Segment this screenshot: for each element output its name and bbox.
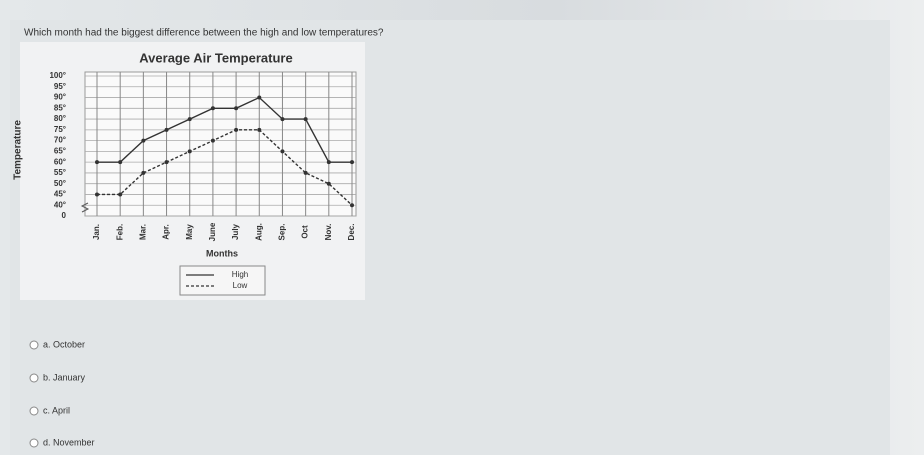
chart-title: Average Air Temperature xyxy=(139,50,292,65)
data-point xyxy=(350,160,354,165)
radio[interactable] xyxy=(29,340,39,350)
data-point xyxy=(95,192,99,197)
x-tick-label: Apr. xyxy=(162,224,171,240)
x-tick-label: Feb. xyxy=(115,224,124,240)
legend-label: High xyxy=(232,270,248,279)
data-point xyxy=(303,117,308,122)
data-point xyxy=(280,149,285,154)
option-label[interactable]: b. January xyxy=(43,372,86,382)
question-text: Which month had the biggest difference b… xyxy=(24,28,384,39)
legend-label: Low xyxy=(233,281,248,290)
data-point xyxy=(350,203,354,208)
x-tick-label: Oct xyxy=(301,225,310,239)
y-tick-label: 90° xyxy=(54,93,66,102)
y-tick-label: 50° xyxy=(54,179,66,188)
option-label[interactable]: d. November xyxy=(43,437,95,447)
series-line xyxy=(97,96,352,163)
data-point xyxy=(187,117,192,122)
x-tick-label: Dec. xyxy=(347,224,356,241)
data-point xyxy=(164,127,169,132)
y-tick-label: 55° xyxy=(54,168,66,177)
data-point xyxy=(187,149,192,154)
data-point xyxy=(326,160,331,165)
y-tick-label: 75° xyxy=(54,125,66,134)
y-tick-label: 60° xyxy=(54,157,66,166)
x-tick-label: July xyxy=(231,223,240,240)
options xyxy=(29,340,39,448)
y-tick-label: 80° xyxy=(54,114,66,123)
axis-break xyxy=(80,202,90,213)
radio[interactable] xyxy=(29,373,39,383)
data-point xyxy=(141,170,146,175)
legend xyxy=(179,265,266,296)
data-point xyxy=(95,160,99,165)
y-tick-label: 100° xyxy=(49,71,66,80)
data-point xyxy=(234,127,239,132)
x-axis-label: Months xyxy=(206,248,238,258)
data-point xyxy=(280,117,285,122)
y-tick-label: 70° xyxy=(54,136,66,145)
data-point xyxy=(234,106,239,111)
data-point xyxy=(257,127,262,132)
radio[interactable] xyxy=(29,438,39,448)
x-tick-label: Jan. xyxy=(92,224,101,240)
x-tick-label: May xyxy=(185,224,194,240)
option-label[interactable]: c. April xyxy=(43,405,70,415)
y-tick-label: 45° xyxy=(54,190,66,199)
data-point xyxy=(164,160,169,165)
data-point xyxy=(210,106,215,111)
option-label[interactable]: a. October xyxy=(43,339,85,349)
y-axis-label: Temperature xyxy=(13,120,24,180)
y-tick-label: 0 xyxy=(62,211,67,220)
y-tick-label: 85° xyxy=(54,103,66,112)
data-point xyxy=(118,192,123,197)
radio[interactable] xyxy=(29,406,39,416)
plot-area xyxy=(84,71,357,217)
y-tick-label: 40° xyxy=(54,200,66,209)
x-tick-label: June xyxy=(208,222,217,241)
data-point xyxy=(257,95,262,100)
x-tick-label: Sep. xyxy=(278,224,287,241)
x-tick-label: Nov. xyxy=(324,224,333,241)
x-tick-label: Aug. xyxy=(254,223,263,241)
data-point xyxy=(118,160,123,165)
data-point xyxy=(210,138,215,143)
data-point xyxy=(141,138,146,143)
data-point xyxy=(326,181,331,186)
data-point xyxy=(303,170,308,175)
y-tick-label: 65° xyxy=(54,146,66,155)
y-tick-label: 95° xyxy=(54,82,66,91)
series-line xyxy=(97,129,353,206)
x-tick-label: Mar. xyxy=(138,224,147,240)
